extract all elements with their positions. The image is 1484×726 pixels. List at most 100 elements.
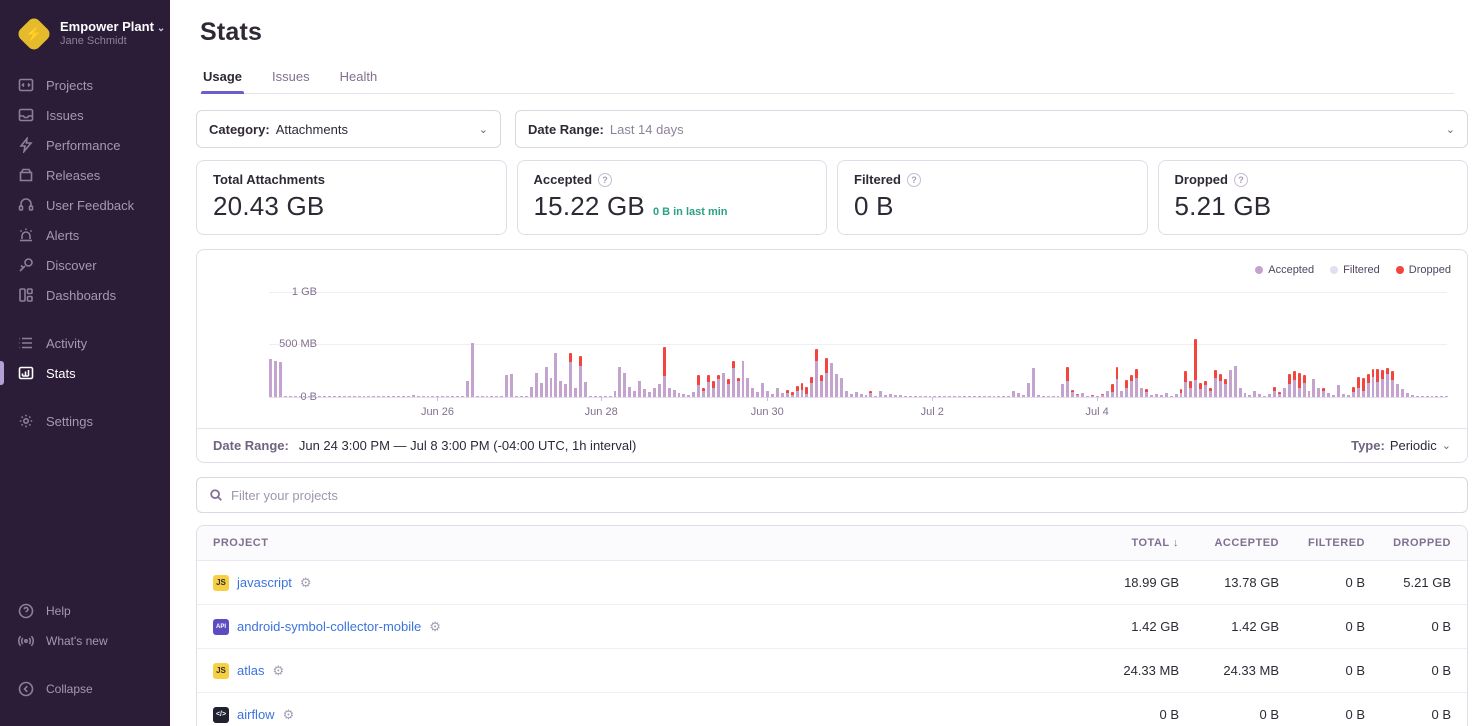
sidebar-item-label: Dashboards: [46, 287, 117, 303]
column-dropped[interactable]: DROPPED: [1393, 537, 1451, 549]
user-feedback-icon: [18, 198, 34, 211]
x-tick-mark: [1097, 397, 1099, 401]
date-range-value: Last 14 days: [609, 121, 684, 137]
date-range-select[interactable]: Date Range: Last 14 days ⌄: [515, 110, 1468, 148]
gear-icon[interactable]: ⚙: [299, 575, 312, 590]
legend-dot: [1255, 266, 1264, 274]
sidebar-item-projects[interactable]: Projects: [0, 70, 170, 100]
platform-icon: API: [213, 618, 229, 635]
chart-bar: [879, 391, 883, 397]
sidebar-item-stats[interactable]: Stats: [0, 358, 170, 388]
tab-issues[interactable]: Issues: [272, 69, 310, 84]
card-label: Total Attachments: [213, 172, 325, 187]
sidebar-item-label: Settings: [46, 413, 93, 429]
chart-bar: [1263, 395, 1267, 397]
sidebar-item-whats-new[interactable]: What's new: [0, 626, 170, 656]
project-link[interactable]: airflow: [237, 707, 275, 722]
alerts-icon: [19, 228, 33, 242]
sidebar-item-discover[interactable]: Discover: [0, 250, 170, 280]
org-switcher[interactable]: ⚡ Empower Plant ⌄ Jane Schmidt: [0, 14, 170, 64]
chart-bar: [795, 385, 799, 397]
project-filter-input[interactable]: [231, 487, 1455, 503]
column-total[interactable]: TOTAL ↓: [1131, 537, 1179, 549]
gear-icon[interactable]: ⚙: [272, 663, 285, 678]
help-icon[interactable]: ?: [598, 172, 613, 187]
table-header: PROJECT TOTAL ↓ ACCEPTED FILTERED DROPPE…: [197, 526, 1467, 561]
column-filtered[interactable]: FILTERED: [1308, 537, 1365, 549]
tab-health[interactable]: Health: [339, 69, 378, 84]
sidebar-item-alerts[interactable]: Alerts: [0, 220, 170, 250]
gear-icon[interactable]: ⚙: [282, 707, 295, 722]
column-accepted[interactable]: ACCEPTED: [1214, 537, 1279, 549]
legend-item-accepted[interactable]: Accepted: [1255, 264, 1314, 276]
project-link[interactable]: atlas: [237, 663, 265, 678]
sidebar-item-user-feedback[interactable]: User Feedback: [0, 190, 170, 220]
sidebar-item-dashboards[interactable]: Dashboards: [0, 280, 170, 310]
chart-bar: [603, 396, 607, 397]
chart-bar: [1105, 390, 1109, 397]
sidebar-item-activity[interactable]: Activity: [0, 328, 170, 358]
sidebar-item-issues[interactable]: Issues: [0, 100, 170, 130]
chart-bar: [800, 383, 804, 397]
chart-bar: [1273, 386, 1276, 397]
gear-icon[interactable]: ⚙: [429, 619, 441, 634]
chart-bar: [657, 384, 661, 397]
project-link[interactable]: android-symbol-collector-mobile: [237, 619, 422, 634]
help-icon[interactable]: ?: [1233, 172, 1248, 187]
chart-bar: [972, 396, 976, 397]
chart-bar: [1026, 383, 1030, 397]
sidebar-item-label: Alerts: [46, 227, 80, 243]
sidebar-item-releases[interactable]: Releases: [0, 160, 170, 190]
usage-chart-card: Accepted Filtered Dropped 1 GB 500 MB 0 B …: [196, 249, 1468, 463]
chart-bar: [1307, 390, 1311, 397]
chart-bar: [1090, 395, 1094, 397]
sidebar-item-settings[interactable]: Settings: [0, 406, 170, 436]
chart-bar: [923, 396, 927, 397]
chart-bar: [352, 396, 356, 397]
chart-bar: [1051, 396, 1055, 397]
sidebar-item-label: Projects: [46, 77, 93, 93]
chart-bar: [623, 372, 627, 397]
chart-bar: [584, 382, 587, 397]
chart-bar: [529, 387, 533, 397]
legend-item-dropped[interactable]: Dropped: [1395, 264, 1451, 276]
chart-bar: [751, 387, 755, 397]
sidebar-item-label: Stats: [46, 365, 76, 381]
card-accepted: Accepted? 15.22 GB 0 B in last min: [516, 160, 827, 235]
x-tick-label: Jun 30: [750, 406, 784, 418]
sort-desc-icon: ↓: [1173, 537, 1179, 549]
card-total-attachments: Total Attachments 20.43 GB: [196, 160, 507, 235]
x-tick-label: Jun 28: [584, 406, 618, 418]
chart-bar: [303, 396, 307, 397]
x-tick-mark: [601, 397, 603, 401]
column-project: PROJECT: [213, 537, 269, 549]
chart-bar: [652, 387, 656, 397]
legend-item-filtered[interactable]: Filtered: [1330, 264, 1380, 276]
date-range-label: Date Range:: [528, 121, 604, 137]
chart-bar: [273, 360, 277, 397]
help-icon[interactable]: ?: [906, 172, 921, 187]
chart-bar: [628, 387, 632, 397]
project-link[interactable]: javascript: [237, 575, 292, 590]
x-tick-label: Jun 26: [420, 406, 454, 418]
sidebar-item-collapse[interactable]: Collapse: [0, 674, 170, 704]
chart-type-select[interactable]: Type: Periodic ⌄: [1351, 438, 1451, 453]
chart-bar: [948, 396, 952, 397]
issues-icon: [18, 108, 34, 122]
sidebar-item-label: Discover: [46, 257, 97, 273]
chart-bar: [1248, 394, 1252, 397]
cell-filtered: 0 B: [1345, 707, 1365, 722]
chart-bar: [913, 396, 917, 397]
chart-bar: [465, 381, 469, 397]
tab-usage[interactable]: Usage: [201, 63, 245, 94]
sidebar-item-performance[interactable]: Performance: [0, 130, 170, 160]
chart-bar: [588, 396, 592, 397]
chart-bar: [790, 392, 794, 397]
chart-bar: [470, 343, 474, 397]
chart-bar: [1189, 381, 1193, 397]
chart-bar: [485, 396, 489, 397]
sidebar-item-help[interactable]: Help: [0, 596, 170, 626]
category-select[interactable]: Category: Attachments ⌄: [196, 110, 501, 148]
table-row: JS javascript ⚙ 18.99 GB 13.78 GB 0 B 5.…: [197, 561, 1467, 605]
